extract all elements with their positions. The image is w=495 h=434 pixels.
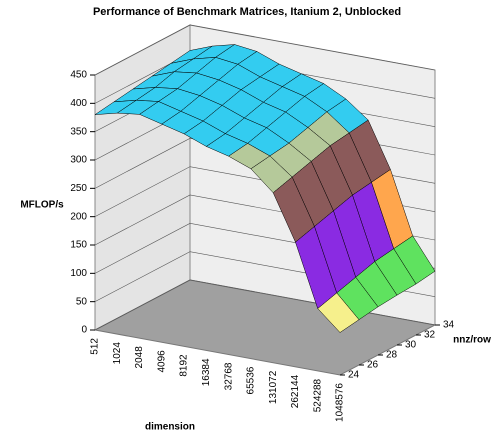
x-tick-label: 16384 [201, 358, 212, 386]
depth-tick-label: 26 [367, 360, 379, 371]
x-tick-label: 8192 [179, 354, 190, 377]
x-tick-label: 512 [90, 338, 101, 355]
depth-tick-label: 28 [386, 350, 398, 361]
depth-tick-label: 30 [405, 340, 417, 351]
z-tick-label: 400 [70, 98, 87, 109]
grid-line [94, 24, 436, 76]
z-tick-label: 150 [70, 240, 87, 251]
x-tick-label: 4096 [156, 350, 167, 373]
x-tick-label: 2048 [134, 346, 145, 369]
z-tick-label: 250 [70, 183, 87, 194]
x-axis-title: dimension [145, 422, 195, 433]
z-tick-label: 450 [70, 70, 87, 81]
z-tick-label: 50 [76, 296, 88, 307]
x-tick-label: 32768 [223, 362, 234, 390]
depth-axis-title: nnz/row [453, 335, 491, 346]
surface-cell [317, 292, 360, 333]
x-tick-label: 1048576 [335, 383, 346, 422]
x-tick-label: 65536 [246, 366, 257, 394]
depth-tick-label: 24 [348, 370, 360, 381]
x-tick-label: 131072 [268, 370, 279, 404]
x-tick-label: 262144 [290, 374, 301, 408]
x-tick-label: 524288 [312, 378, 323, 412]
z-tick-label: 200 [70, 211, 87, 222]
depth-tick-label: 34 [443, 320, 455, 331]
depth-tick-label: 32 [424, 330, 436, 341]
x-tick-label: 1024 [112, 342, 123, 365]
z-tick-label: 100 [70, 268, 87, 279]
z-tick-label: 300 [70, 155, 87, 166]
z-tick-label: 350 [70, 126, 87, 137]
chart-title: Performance of Benchmark Matrices, Itani… [93, 6, 401, 18]
z-tick-label: 0 [81, 325, 87, 336]
z-axis-title: MFLOP/s [20, 200, 64, 211]
